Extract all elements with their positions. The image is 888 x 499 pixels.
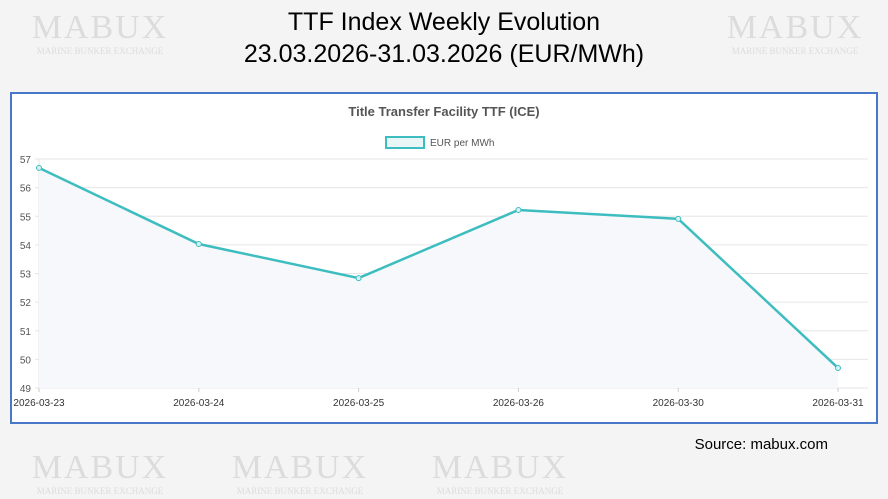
- watermark: MABUX MARINE BUNKER EXCHANGE: [31, 449, 169, 497]
- x-tick-label: 2026-03-31: [812, 398, 864, 409]
- y-tick-label: 52: [20, 298, 32, 309]
- y-tick-label: 50: [20, 355, 32, 366]
- watermark: MABUX MARINE BUNKER EXCHANGE: [431, 449, 569, 497]
- x-tick-label: 2026-03-26: [493, 398, 545, 409]
- y-tick-label: 51: [20, 327, 32, 338]
- legend-label[interactable]: EUR per MWh: [430, 138, 494, 149]
- x-tick-label: 2026-03-24: [173, 398, 225, 409]
- data-point: [195, 241, 202, 248]
- title-line-2: 23.03.2026-31.03.2026 (EUR/MWh): [243, 40, 645, 68]
- chart-panel: Title Transfer Facility TTF (ICE) EUR pe…: [10, 92, 878, 424]
- area-fill: [39, 167, 838, 388]
- y-tick-label: 49: [20, 384, 32, 395]
- legend-swatch[interactable]: [385, 136, 425, 149]
- data-point: [835, 364, 841, 371]
- y-tick-label: 57: [20, 155, 32, 166]
- x-tick-label: 2026-03-30: [653, 398, 705, 409]
- y-tick-label: 55: [20, 212, 32, 223]
- data-point: [355, 275, 362, 282]
- y-tick-label: 54: [20, 241, 32, 252]
- x-tick-label: 2026-03-25: [333, 398, 385, 409]
- data-point: [675, 215, 682, 222]
- source-label: Source: mabux.com: [694, 436, 828, 453]
- chart: Title Transfer Facility TTF (ICE) EUR pe…: [13, 104, 868, 409]
- page-title: TTF Index Weekly Evolution 23.03.2026-31…: [0, 6, 888, 70]
- y-tick-label: 53: [20, 270, 32, 281]
- x-tick-label: 2026-03-23: [13, 398, 65, 409]
- watermark: MABUX MARINE BUNKER EXCHANGE: [726, 9, 864, 57]
- chart-title: Title Transfer Facility TTF (ICE): [348, 104, 539, 119]
- title-line-1: TTF Index Weekly Evolution: [287, 8, 601, 36]
- data-point: [515, 206, 522, 213]
- y-tick-label: 56: [20, 184, 32, 195]
- watermark: MABUX MARINE BUNKER EXCHANGE: [31, 9, 169, 57]
- series-line: [38, 166, 839, 369]
- data-point: [36, 164, 42, 171]
- watermark: MABUX MARINE BUNKER EXCHANGE: [231, 449, 369, 497]
